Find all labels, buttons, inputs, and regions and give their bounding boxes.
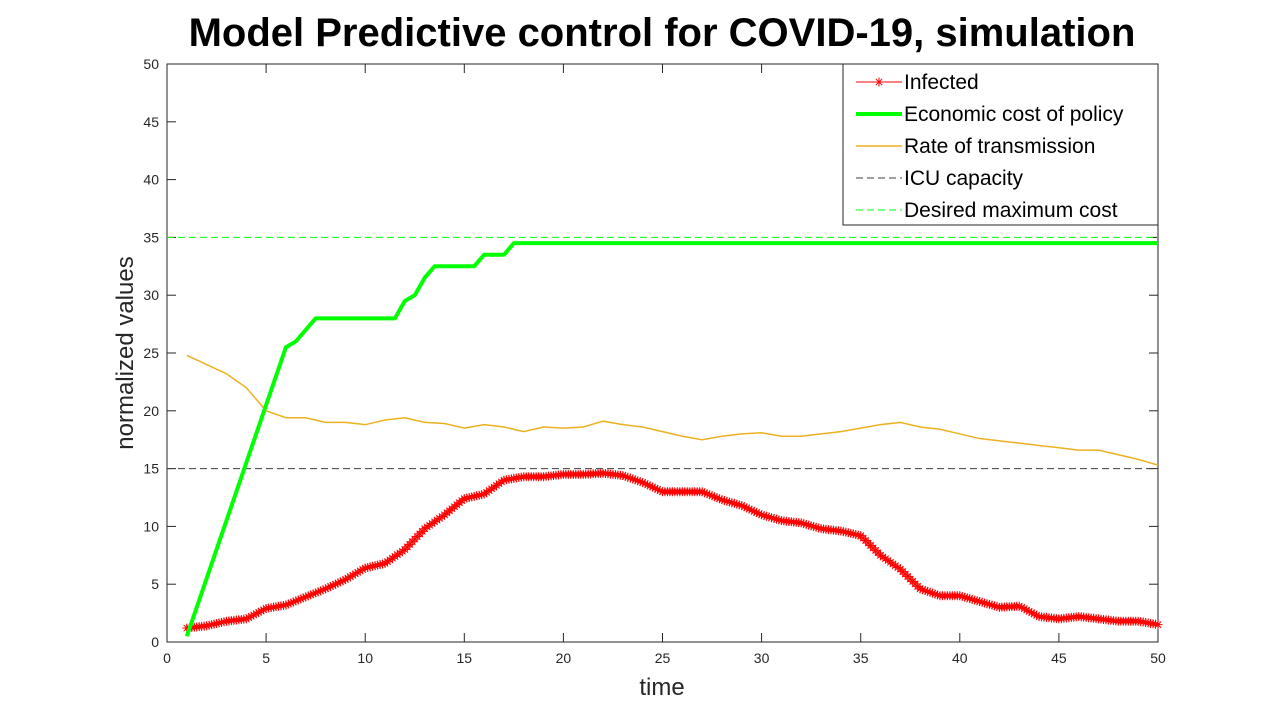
- y-tick-label: 40: [143, 172, 159, 188]
- x-tick-label: 20: [556, 650, 572, 666]
- y-tick-label: 10: [143, 518, 159, 534]
- legend: Infected Economic cost of policy Rate of t…: [842, 63, 1159, 226]
- x-tick-label: 25: [655, 650, 671, 666]
- chart-title: Model Predictive control for COVID-19, s…: [189, 11, 1136, 55]
- series-layer: [167, 236, 1163, 637]
- economic-cost-of-policy-line: [184, 241, 1158, 637]
- x-tick-label: 15: [457, 650, 473, 666]
- y-tick-label: 25: [143, 345, 159, 361]
- x-tick-label: 0: [163, 650, 171, 666]
- legend-label-infected: Infected: [904, 71, 979, 94]
- x-tick-label: 35: [853, 650, 869, 666]
- x-axis-label: time: [639, 674, 684, 701]
- legend-label-desired-maximum-cost: Desired maximum cost: [904, 199, 1118, 222]
- x-tick-label: 40: [952, 650, 968, 666]
- y-tick-label: 35: [143, 229, 159, 245]
- legend-label-icu-capacity: ICU capacity: [904, 167, 1024, 190]
- y-tick-label: 15: [143, 461, 159, 477]
- y-tick-label: 45: [143, 114, 159, 130]
- y-tick-label: 30: [143, 287, 159, 303]
- legend-label-economic-cost-of-policy: Economic cost of policy: [904, 103, 1124, 126]
- axis-ticks: 0 5 10 15 20 25 30 35 40 45 50 0 5 10 15 20 25 30 35 40 45 50: [143, 56, 1166, 666]
- legend-marker-infected: [874, 77, 884, 87]
- x-tick-label: 30: [754, 650, 770, 666]
- x-tick-label: 10: [357, 650, 373, 666]
- y-tick-label: 0: [151, 634, 159, 650]
- legend-box: [842, 63, 1159, 226]
- infected-markers: [182, 468, 1163, 633]
- y-axis-label: normalized values: [112, 256, 139, 449]
- y-tick-label: 50: [143, 56, 159, 72]
- rate-of-transmission-line: [186, 354, 1159, 466]
- y-tick-label: 5: [151, 576, 159, 592]
- y-tick-label: 20: [143, 403, 159, 419]
- x-tick-label: 5: [262, 650, 270, 666]
- x-tick-label: 45: [1051, 650, 1067, 666]
- x-tick-label: 50: [1150, 650, 1166, 666]
- legend-label-rate-of-transmission: Rate of transmission: [904, 135, 1095, 158]
